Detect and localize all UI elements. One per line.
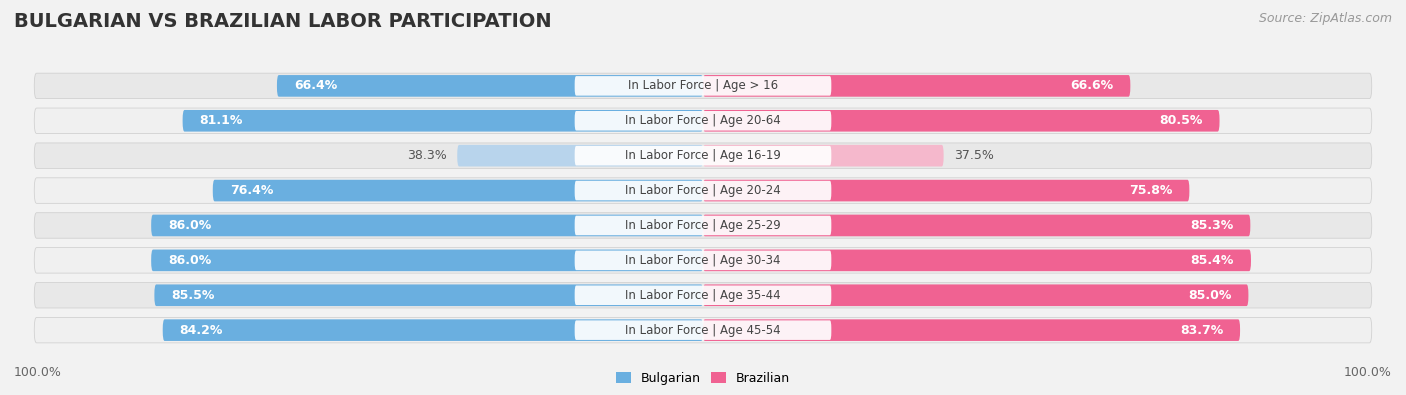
Text: 85.3%: 85.3% <box>1191 219 1233 232</box>
Text: In Labor Force | Age 20-24: In Labor Force | Age 20-24 <box>626 184 780 197</box>
FancyBboxPatch shape <box>34 213 1372 238</box>
FancyBboxPatch shape <box>575 250 831 270</box>
FancyBboxPatch shape <box>155 284 703 306</box>
Text: 86.0%: 86.0% <box>169 219 211 232</box>
Text: 85.4%: 85.4% <box>1191 254 1234 267</box>
Text: BULGARIAN VS BRAZILIAN LABOR PARTICIPATION: BULGARIAN VS BRAZILIAN LABOR PARTICIPATI… <box>14 12 551 31</box>
FancyBboxPatch shape <box>34 248 1372 273</box>
Text: 83.7%: 83.7% <box>1180 324 1223 337</box>
Text: 100.0%: 100.0% <box>14 366 62 379</box>
FancyBboxPatch shape <box>703 284 1249 306</box>
Text: 84.2%: 84.2% <box>180 324 224 337</box>
Text: In Labor Force | Age 35-44: In Labor Force | Age 35-44 <box>626 289 780 302</box>
FancyBboxPatch shape <box>152 214 703 236</box>
Text: In Labor Force | Age 20-64: In Labor Force | Age 20-64 <box>626 114 780 127</box>
FancyBboxPatch shape <box>703 110 1219 132</box>
FancyBboxPatch shape <box>703 75 1130 97</box>
Text: 85.0%: 85.0% <box>1188 289 1232 302</box>
FancyBboxPatch shape <box>183 110 703 132</box>
FancyBboxPatch shape <box>575 181 831 200</box>
Text: 86.0%: 86.0% <box>169 254 211 267</box>
Text: 81.1%: 81.1% <box>200 114 243 127</box>
FancyBboxPatch shape <box>703 250 1251 271</box>
FancyBboxPatch shape <box>212 180 703 201</box>
FancyBboxPatch shape <box>163 319 703 341</box>
FancyBboxPatch shape <box>703 319 1240 341</box>
Text: 76.4%: 76.4% <box>229 184 273 197</box>
Text: In Labor Force | Age 30-34: In Labor Force | Age 30-34 <box>626 254 780 267</box>
FancyBboxPatch shape <box>575 111 831 131</box>
FancyBboxPatch shape <box>575 216 831 235</box>
Legend: Bulgarian, Brazilian: Bulgarian, Brazilian <box>616 372 790 385</box>
Text: 75.8%: 75.8% <box>1129 184 1173 197</box>
Text: 85.5%: 85.5% <box>172 289 215 302</box>
Text: Source: ZipAtlas.com: Source: ZipAtlas.com <box>1258 12 1392 25</box>
FancyBboxPatch shape <box>277 75 703 97</box>
FancyBboxPatch shape <box>575 320 831 340</box>
Text: In Labor Force | Age > 16: In Labor Force | Age > 16 <box>628 79 778 92</box>
FancyBboxPatch shape <box>34 108 1372 134</box>
Text: 66.6%: 66.6% <box>1070 79 1114 92</box>
FancyBboxPatch shape <box>152 250 703 271</box>
Text: 37.5%: 37.5% <box>953 149 994 162</box>
FancyBboxPatch shape <box>703 145 943 166</box>
Text: 38.3%: 38.3% <box>408 149 447 162</box>
FancyBboxPatch shape <box>34 73 1372 99</box>
Text: 66.4%: 66.4% <box>294 79 337 92</box>
FancyBboxPatch shape <box>575 286 831 305</box>
FancyBboxPatch shape <box>703 180 1189 201</box>
FancyBboxPatch shape <box>34 282 1372 308</box>
Text: 100.0%: 100.0% <box>1344 366 1392 379</box>
Text: In Labor Force | Age 16-19: In Labor Force | Age 16-19 <box>626 149 780 162</box>
FancyBboxPatch shape <box>34 178 1372 203</box>
FancyBboxPatch shape <box>703 214 1250 236</box>
Text: In Labor Force | Age 45-54: In Labor Force | Age 45-54 <box>626 324 780 337</box>
Text: In Labor Force | Age 25-29: In Labor Force | Age 25-29 <box>626 219 780 232</box>
FancyBboxPatch shape <box>34 318 1372 343</box>
FancyBboxPatch shape <box>575 76 831 96</box>
Text: 80.5%: 80.5% <box>1160 114 1202 127</box>
FancyBboxPatch shape <box>457 145 703 166</box>
FancyBboxPatch shape <box>575 146 831 166</box>
FancyBboxPatch shape <box>34 143 1372 168</box>
